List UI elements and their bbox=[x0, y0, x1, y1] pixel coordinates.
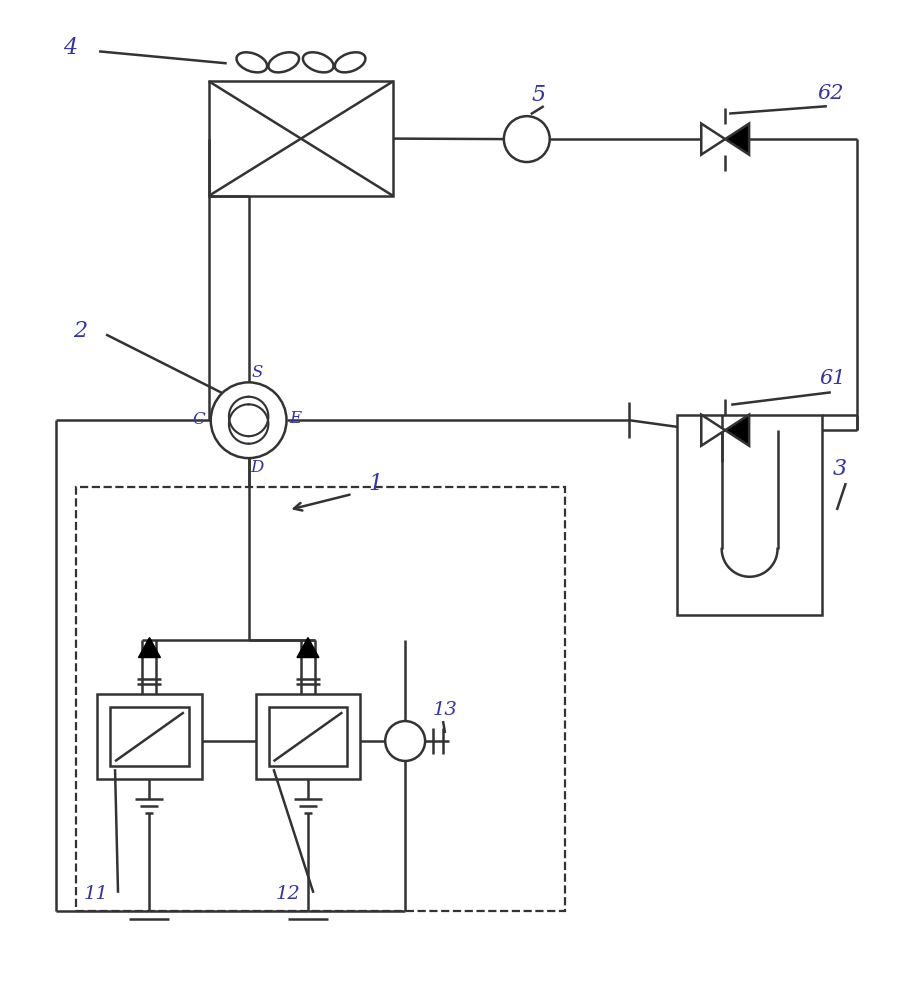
Circle shape bbox=[386, 721, 425, 761]
Polygon shape bbox=[725, 124, 749, 155]
Polygon shape bbox=[138, 638, 160, 658]
Text: 2: 2 bbox=[73, 320, 87, 342]
Bar bbox=[256, 694, 360, 779]
Text: C: C bbox=[192, 411, 205, 428]
Bar bbox=[76, 487, 564, 911]
Bar bbox=[268, 707, 347, 766]
Bar bbox=[97, 694, 202, 779]
Ellipse shape bbox=[335, 52, 365, 72]
Ellipse shape bbox=[303, 52, 333, 72]
Text: E: E bbox=[289, 410, 301, 427]
Text: 13: 13 bbox=[433, 701, 458, 719]
Bar bbox=[209, 81, 393, 196]
Text: 61: 61 bbox=[819, 369, 845, 388]
Text: 3: 3 bbox=[833, 458, 847, 480]
Text: S: S bbox=[252, 364, 263, 381]
Text: D: D bbox=[251, 459, 264, 476]
Text: 12: 12 bbox=[276, 885, 300, 903]
Text: 11: 11 bbox=[84, 885, 109, 903]
Text: 1: 1 bbox=[368, 473, 382, 495]
Polygon shape bbox=[702, 415, 725, 446]
Polygon shape bbox=[297, 638, 319, 658]
Ellipse shape bbox=[268, 52, 299, 72]
Bar bbox=[110, 707, 189, 766]
Polygon shape bbox=[702, 124, 725, 155]
Circle shape bbox=[211, 382, 287, 458]
Polygon shape bbox=[725, 415, 749, 446]
Bar bbox=[677, 415, 822, 615]
Text: 62: 62 bbox=[817, 84, 844, 103]
Ellipse shape bbox=[236, 52, 267, 72]
Circle shape bbox=[504, 116, 550, 162]
Text: 5: 5 bbox=[532, 84, 546, 106]
Text: 4: 4 bbox=[63, 37, 77, 59]
